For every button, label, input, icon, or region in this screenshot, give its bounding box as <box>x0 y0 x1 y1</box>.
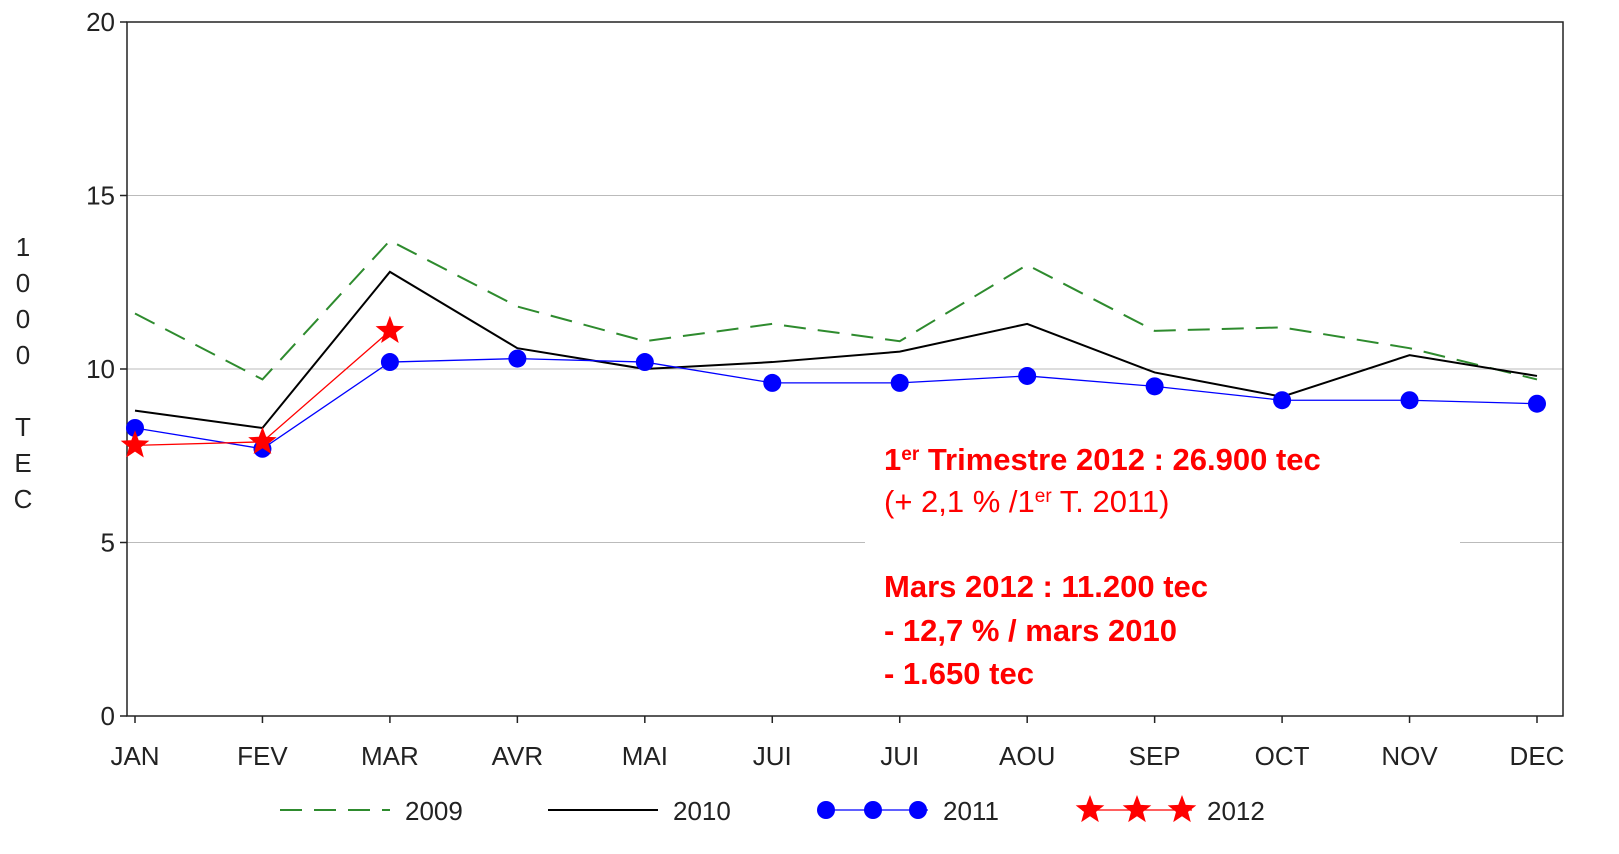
marker <box>1273 391 1292 410</box>
x-tick-label: MAI <box>622 741 668 771</box>
legend-label: 2010 <box>673 796 731 826</box>
marker <box>763 373 782 392</box>
annotation-part: 1 <box>884 442 901 477</box>
marker <box>890 373 909 392</box>
marker <box>1075 795 1105 823</box>
marker <box>1145 377 1164 396</box>
series-line <box>134 270 1538 430</box>
legend-label: 2011 <box>943 796 999 826</box>
marker <box>120 430 150 458</box>
x-tick-label: JUI <box>880 741 919 771</box>
series-line <box>134 239 1538 381</box>
plot-frame <box>126 21 1564 717</box>
marker <box>380 353 399 372</box>
x-tick-label: DEC <box>1510 741 1565 771</box>
annotation: - 12,7 % / mars 2010 <box>884 613 1177 648</box>
x-tick-label: AVR <box>492 741 544 771</box>
marker <box>864 801 882 819</box>
annotation-part: T. 2011) <box>1052 484 1170 519</box>
series-line <box>134 357 1538 450</box>
marker <box>126 418 144 437</box>
marker <box>1018 366 1037 385</box>
annotation-part: (+ 2,1 % /1 <box>884 484 1035 519</box>
y-tick-label: 5 <box>101 528 115 558</box>
x-tick-label: MAR <box>361 741 419 771</box>
marker <box>1122 795 1152 823</box>
x-tick-label: JUI <box>753 741 792 771</box>
annotation: - 1.650 tec <box>884 656 1034 691</box>
y-tick-label: 0 <box>101 701 115 731</box>
marker <box>635 353 654 372</box>
annotation-part: Mars 2012 : 11.200 tec <box>884 569 1208 604</box>
annotation-part: er <box>901 444 920 465</box>
marker <box>508 349 527 368</box>
marker <box>1167 795 1197 823</box>
y-axis-label: 1000 TEC <box>8 232 38 520</box>
marker <box>1400 391 1419 410</box>
marker <box>909 801 927 819</box>
legend-label: 2012 <box>1207 796 1265 826</box>
annotation: 1er Trimestre 2012 : 26.900 tec <box>884 442 1321 477</box>
marker <box>375 315 405 343</box>
x-tick-label: FEV <box>237 741 288 771</box>
y-tick-label: 20 <box>86 7 115 37</box>
marker <box>248 426 277 454</box>
x-tick-label: OCT <box>1255 741 1310 771</box>
x-tick-label: NOV <box>1381 741 1438 771</box>
annotation-box <box>865 432 1460 700</box>
marker <box>1528 394 1546 413</box>
annotation-part: Trimestre 2012 : 26.900 tec <box>919 442 1321 477</box>
y-tick-label: 10 <box>86 354 115 384</box>
legend-label: 2009 <box>405 796 463 826</box>
marker <box>817 801 835 819</box>
annotation-part: - 1.650 tec <box>884 656 1034 691</box>
x-tick-label: AOU <box>999 741 1055 771</box>
annotation: Mars 2012 : 11.200 tec <box>884 569 1208 604</box>
x-tick-label: JAN <box>110 741 159 771</box>
x-tick-label: SEP <box>1129 741 1181 771</box>
annotation: (+ 2,1 % /1er T. 2011) <box>884 484 1169 519</box>
annotation-part: er <box>1035 486 1053 507</box>
annotation-part: - 12,7 % / mars 2010 <box>884 613 1177 648</box>
y-tick-label: 15 <box>86 181 115 211</box>
